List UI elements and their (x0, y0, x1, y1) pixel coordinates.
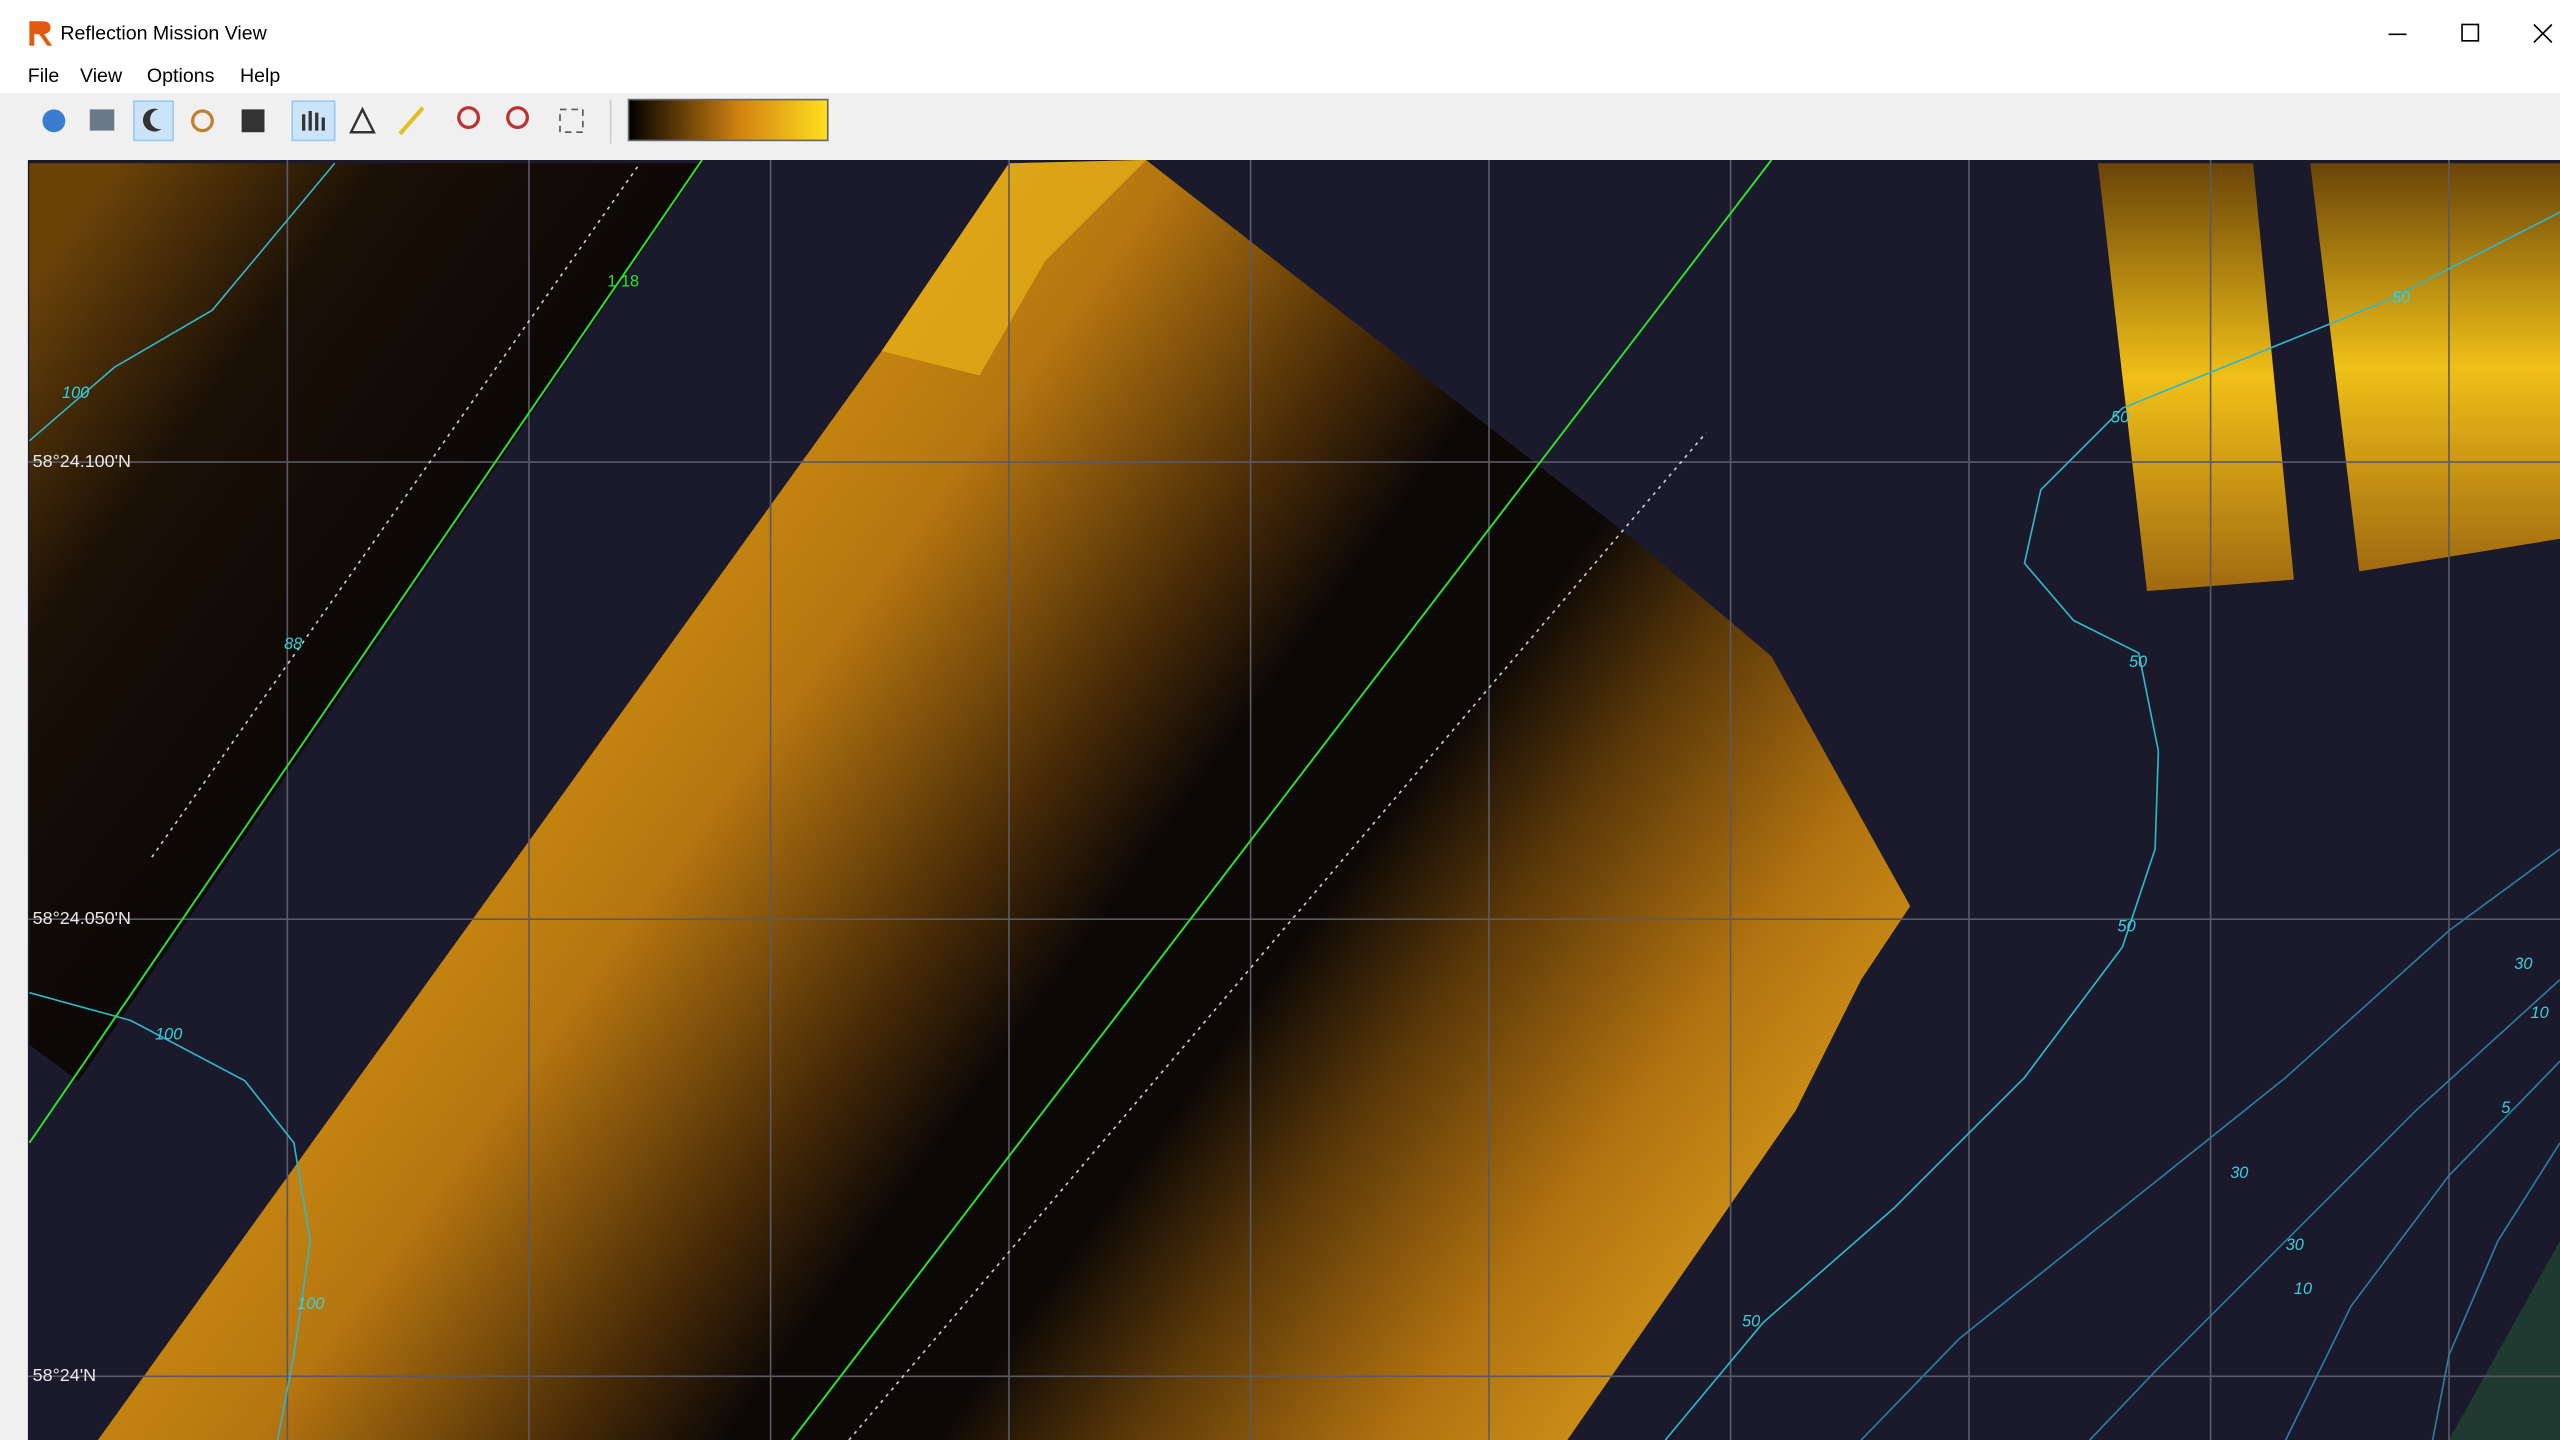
toolbar (0, 93, 2560, 149)
contour-label: 100 (155, 1025, 182, 1043)
contours (28, 162, 2560, 1440)
latitude-label: 58°24'N (33, 1365, 96, 1385)
sonar-highlight (881, 160, 1147, 376)
depth-contour (2431, 1142, 2560, 1440)
zoom-out-button[interactable] (506, 106, 529, 129)
depth-contour (29, 991, 312, 1440)
window-border (0, 160, 28, 1440)
print-button[interactable] (241, 109, 265, 133)
sonar-strip (2097, 163, 2294, 592)
grid (27, 160, 2560, 1440)
menu-item[interactable]: View (80, 65, 123, 87)
maximize-button[interactable] (2461, 23, 2480, 42)
contour-label: 10 (2531, 1004, 2549, 1022)
menu-item[interactable]: File (28, 65, 60, 87)
sonar-swath (97, 160, 1911, 1440)
contour-label: 50 (1742, 1313, 1760, 1331)
contour-label: 50 (2111, 408, 2129, 426)
contour-label: 30 (2286, 1236, 2304, 1254)
contour-label: 10 (2294, 1280, 2312, 1298)
target-button[interactable] (191, 109, 214, 133)
contour-label: 50 (2129, 653, 2147, 671)
contour-label: 50 (2392, 289, 2410, 307)
depth-contour (2284, 1060, 2560, 1440)
pan-button[interactable] (291, 100, 336, 142)
contour-label: 5 (2501, 1099, 2511, 1117)
contour-label: 30 (2230, 1164, 2248, 1182)
close-button[interactable] (2533, 23, 2553, 44)
globe-button[interactable] (42, 109, 66, 133)
depth-contour (2089, 978, 2560, 1440)
pan-icon (302, 111, 325, 131)
sonar-swath (29, 163, 703, 1081)
menu-item[interactable]: Help (240, 65, 280, 87)
draw-line-button[interactable] (398, 106, 425, 136)
contour-label: 30 (2514, 955, 2532, 973)
track-label: 1 18 (607, 273, 639, 291)
layers-button[interactable] (89, 109, 115, 131)
contour-label: 100 (297, 1295, 324, 1313)
zoom-in-button[interactable] (457, 106, 480, 129)
survey-track (28, 159, 703, 1144)
measure-button[interactable] (349, 106, 376, 134)
latitude-label: 58°24.100'N (33, 451, 131, 471)
sonar-strip (2310, 163, 2560, 572)
color-palette-selector[interactable] (627, 98, 829, 142)
toolbar-buttons (42, 98, 829, 144)
toolbar-border (0, 148, 2560, 160)
night-mode-button[interactable] (133, 100, 174, 142)
title-bar (0, 0, 2560, 63)
latitude-label: 58°24.050'N (33, 908, 131, 928)
night-mode-icon (142, 108, 162, 132)
contour-label: 88 (284, 635, 302, 653)
map-layers (29, 160, 2560, 1440)
planned-track (151, 162, 641, 858)
depth-contour (1860, 848, 2560, 1440)
zoom-extent-button[interactable] (559, 108, 584, 134)
contour-label: 100 (62, 384, 89, 402)
window-title: Reflection Mission View (60, 22, 267, 44)
menu-bar (0, 62, 2560, 92)
contour-label: 50 (2118, 918, 2136, 936)
menu-item[interactable]: Options (147, 65, 215, 87)
depth-contour (28, 162, 336, 442)
track-lines: 1 18 (28, 159, 1773, 1440)
survey-track (791, 159, 1773, 1440)
map-labels: 58°24.100'N 58°24.050'N 58°24'N 100 88 100 100… (33, 289, 2549, 1385)
planned-track (848, 432, 1707, 1440)
depth-contour (1664, 211, 2560, 1440)
app-icon (29, 21, 53, 46)
